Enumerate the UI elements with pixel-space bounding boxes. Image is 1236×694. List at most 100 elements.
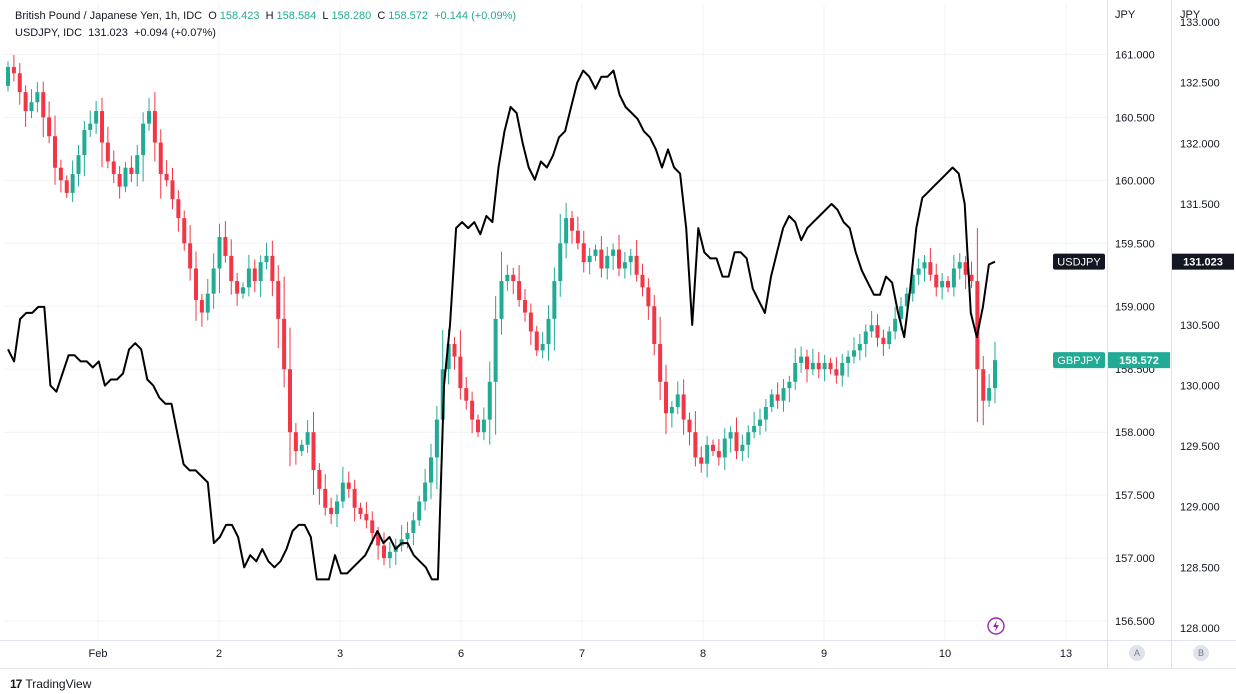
candle-body <box>611 249 616 256</box>
candle-body <box>746 432 751 445</box>
price-scale-a[interactable]: 161.000160.500160.000159.500159.000158.5… <box>1115 49 1155 628</box>
candle-body <box>17 73 22 93</box>
candle-body <box>376 532 381 546</box>
candle-body <box>534 331 539 351</box>
badge-value-bg <box>1172 253 1234 270</box>
candle-body <box>805 356 809 370</box>
candle-body <box>429 457 433 483</box>
scale-b-tick-label: 133.000 <box>1180 17 1220 29</box>
candle-body <box>188 243 193 269</box>
candle-body <box>957 262 962 269</box>
scale-b-title: JPY <box>1180 9 1201 21</box>
time-axis[interactable]: Feb 2 3 6 7 8 9 10 13 <box>89 648 1073 660</box>
candle-body <box>417 501 422 521</box>
candle-body <box>687 419 692 433</box>
candle-body <box>282 318 287 370</box>
candle-body <box>493 318 498 382</box>
candle-body <box>100 111 104 143</box>
candle-body <box>810 362 815 370</box>
candle-body <box>540 344 545 351</box>
scale-b-tick-label: 132.000 <box>1180 138 1220 150</box>
candle-body <box>41 92 46 118</box>
candle-body <box>405 532 410 540</box>
candle-body <box>423 482 428 502</box>
scale-b-button[interactable]: B <box>1193 645 1209 661</box>
candle-body <box>264 255 269 263</box>
candle-body <box>963 262 968 275</box>
candle-body <box>975 281 980 370</box>
candle-body <box>29 102 34 112</box>
gbpjpy-candle-series <box>6 54 997 569</box>
candle-body <box>575 230 580 244</box>
candle-body <box>164 174 169 181</box>
candle-body <box>288 369 292 433</box>
candle-body <box>70 174 75 193</box>
candle-body <box>129 167 134 175</box>
time-tick-label: 10 <box>939 648 951 660</box>
candle-body <box>887 331 892 345</box>
scale-b-tick-label: 129.000 <box>1180 502 1220 514</box>
candle-body <box>176 199 181 219</box>
scale-a-button[interactable]: A <box>1129 645 1145 661</box>
candle-body <box>340 482 345 502</box>
candle-body <box>147 111 151 124</box>
candle-body <box>793 362 798 382</box>
candle-body <box>869 325 874 332</box>
change-value: +0.144 (+0.09%) <box>434 10 517 22</box>
price-scale-b[interactable]: 133.000132.500132.000131.500131.000130.5… <box>1180 17 1220 635</box>
badge-name-bg <box>1053 253 1105 270</box>
candle-body <box>411 520 416 533</box>
scale-a-tick-label: 158.000 <box>1115 427 1155 439</box>
candle-body <box>828 362 833 370</box>
candle-body <box>194 268 198 300</box>
candle-body <box>599 249 604 269</box>
candle-body <box>564 218 569 244</box>
candle-body <box>223 236 228 256</box>
candle-body <box>452 344 457 357</box>
scale-b-tick-label: 129.500 <box>1180 441 1220 453</box>
tradingview-brand[interactable]: 17 TradingView <box>10 677 91 691</box>
overlay-value: 131.023 <box>88 27 128 39</box>
candle-body <box>152 111 157 143</box>
overlay-title[interactable]: USDJPY, IDC <box>15 27 83 39</box>
candle-body <box>928 262 933 275</box>
candle-body <box>276 281 281 319</box>
brand-name: TradingView <box>25 677 92 691</box>
candle-body <box>669 407 674 414</box>
candle-body <box>270 255 275 282</box>
candle-body <box>787 381 792 389</box>
candle-body <box>487 381 492 420</box>
candle-body <box>370 520 375 533</box>
candle-body <box>716 451 721 458</box>
scale-a-tick-label: 161.000 <box>1115 49 1155 61</box>
scale-a-tick-label: 156.500 <box>1115 616 1155 628</box>
candle-body <box>105 142 110 162</box>
candle-body <box>335 501 339 515</box>
time-tick-label: 6 <box>458 648 464 660</box>
lightning-icon[interactable] <box>987 617 1005 635</box>
candle-body <box>88 123 93 130</box>
candle-body <box>816 362 821 370</box>
price-badges: USDJPY 131.023 GBPJPY 158.572 <box>1053 253 1234 369</box>
scale-b-tick-label: 130.500 <box>1180 320 1220 332</box>
candle-body <box>329 507 334 515</box>
candle-body <box>141 123 146 156</box>
candle-body <box>481 419 486 433</box>
scale-b-tick-label: 132.500 <box>1180 78 1220 90</box>
close-label: C <box>377 10 386 22</box>
symbol-title[interactable]: British Pound / Japanese Yen, 1h, IDC <box>15 10 203 22</box>
scale-a-title: JPY <box>1115 9 1136 21</box>
candle-body <box>123 167 128 187</box>
candle-body <box>634 255 639 275</box>
candle-body <box>593 249 598 256</box>
candle-body <box>35 92 40 103</box>
candle-body <box>352 488 357 508</box>
candle-body <box>758 419 762 426</box>
scale-a-tick-label: 157.500 <box>1115 490 1155 502</box>
candle-body <box>934 274 939 288</box>
usdjpy-line-series <box>7 69 996 581</box>
candle-body <box>252 268 257 282</box>
candle-body <box>693 432 698 458</box>
